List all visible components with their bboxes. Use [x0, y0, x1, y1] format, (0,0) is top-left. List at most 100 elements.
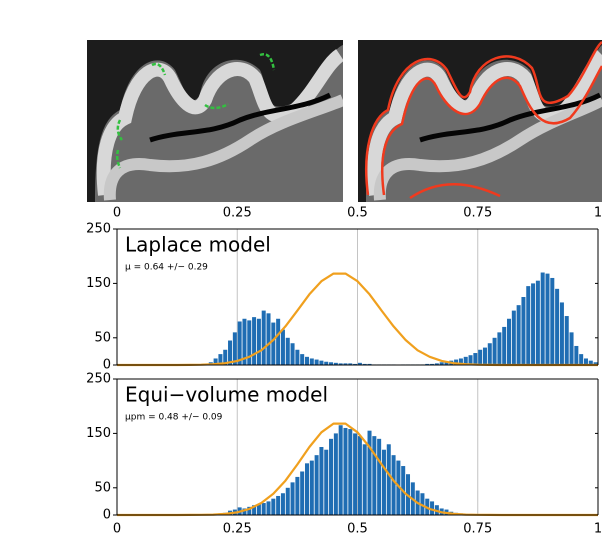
bar — [430, 363, 435, 365]
x-tick-label: 1 — [594, 522, 602, 537]
bar — [333, 362, 338, 365]
brain-image-left — [87, 40, 343, 202]
bar — [266, 313, 271, 365]
bar — [252, 505, 257, 515]
bar — [280, 493, 285, 515]
bar — [237, 321, 242, 365]
bar — [507, 318, 512, 365]
bar — [430, 501, 435, 515]
bar — [535, 280, 540, 365]
bar — [300, 471, 305, 515]
x-tick-label: 0.5 — [347, 206, 368, 221]
bar — [550, 277, 555, 365]
bar — [256, 504, 261, 515]
bar — [213, 358, 218, 365]
bar — [454, 359, 459, 365]
bar — [579, 354, 584, 365]
bar — [458, 358, 463, 365]
bar — [367, 363, 372, 365]
bar — [473, 353, 478, 365]
bar — [353, 433, 358, 515]
bar — [425, 363, 430, 365]
bar — [362, 444, 367, 515]
bar — [357, 362, 362, 365]
bar — [348, 429, 353, 515]
bar — [290, 343, 295, 365]
bar — [482, 347, 487, 365]
bar — [526, 286, 531, 365]
bar — [367, 430, 372, 515]
bar — [439, 362, 444, 365]
bar — [223, 349, 228, 365]
y-tick-label: 250 — [86, 372, 111, 387]
y-tick-label: 50 — [94, 330, 111, 345]
x-tick-label: 0.25 — [223, 206, 252, 221]
bar — [555, 288, 560, 365]
bar — [583, 358, 588, 365]
x-tick-label: 0 — [113, 206, 121, 221]
bar — [487, 343, 492, 365]
bar — [261, 503, 266, 515]
bar — [492, 337, 497, 365]
bar — [256, 318, 261, 365]
bar — [228, 340, 233, 365]
bar — [324, 449, 329, 515]
y-tick-label: 50 — [94, 480, 111, 495]
bar — [309, 460, 314, 515]
bar — [362, 363, 367, 365]
bar — [372, 436, 377, 515]
y-tick-label: 0 — [103, 358, 111, 373]
bar — [271, 322, 276, 365]
bar — [218, 354, 223, 365]
x-tick-label: 0.5 — [347, 522, 368, 537]
x-tick-label: 0 — [113, 522, 121, 537]
bar — [232, 332, 237, 365]
x-tick-label: 0.25 — [223, 522, 252, 537]
bar — [377, 438, 382, 515]
bar — [396, 460, 401, 515]
bar — [290, 482, 295, 515]
bar — [343, 363, 348, 365]
bar — [242, 318, 247, 365]
bar — [304, 356, 309, 365]
bar — [242, 508, 247, 515]
bar — [434, 363, 439, 365]
bar — [357, 436, 362, 515]
bar — [324, 361, 329, 365]
bar — [497, 332, 502, 365]
bar — [333, 433, 338, 515]
bar — [593, 362, 598, 365]
bar — [329, 438, 334, 515]
bar — [386, 444, 391, 515]
bar — [329, 362, 334, 365]
chart-title: Equi−volume model — [125, 383, 328, 407]
bar — [280, 329, 285, 365]
bar — [521, 297, 526, 365]
bar — [502, 326, 507, 365]
bar — [444, 361, 449, 365]
bar — [338, 363, 343, 365]
bar — [304, 463, 309, 515]
bar — [588, 360, 593, 365]
bar — [295, 349, 300, 365]
bar — [261, 310, 266, 365]
bar — [252, 317, 257, 365]
x-tick-label: 1 — [594, 206, 602, 221]
bar — [319, 360, 324, 365]
bar — [468, 355, 473, 365]
bar — [285, 337, 290, 365]
bar — [353, 363, 358, 365]
bar — [300, 354, 305, 365]
y-tick-label: 250 — [86, 222, 111, 237]
bar — [276, 495, 281, 515]
bar — [314, 359, 319, 365]
bar — [391, 455, 396, 515]
y-tick-label: 0 — [103, 508, 111, 523]
annotation: μpm = 0.48 +/− 0.09 — [125, 413, 223, 423]
bar — [516, 305, 521, 365]
bar — [564, 316, 569, 365]
bar — [559, 302, 564, 365]
bar — [319, 447, 324, 515]
bar — [247, 320, 252, 365]
